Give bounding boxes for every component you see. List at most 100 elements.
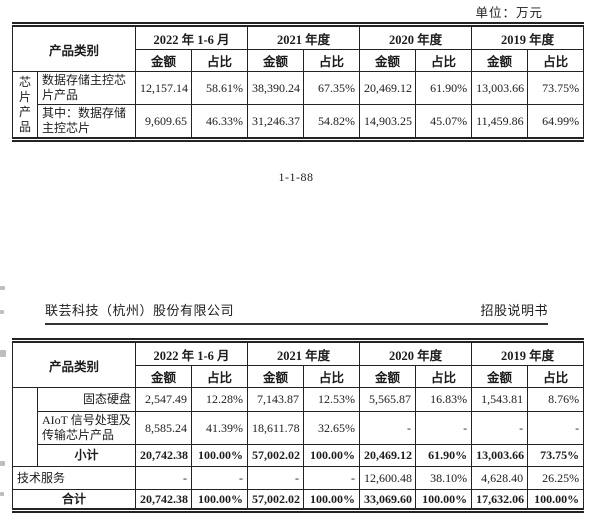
amount-header: 金额 (359, 365, 417, 388)
ratio-cell: - (415, 411, 473, 445)
document-title: 招股说明书 (480, 303, 548, 318)
ratio-cell: 73.75% (527, 444, 585, 467)
ratio-cell: 8.76% (527, 387, 585, 412)
ratio-cell: 64.99% (527, 104, 585, 140)
page1-revenue-table: 产品类别 2022 年 1-6 月 2021 年度 2020 年度 2019 年… (11, 22, 585, 142)
table-subheader-row: 金额 占比 金额 占比 金额 占比 金额 占比 (13, 365, 585, 388)
amount-cell: 12,157.14 (135, 71, 193, 105)
amount-header: 金额 (471, 365, 529, 388)
amount-header: 金额 (359, 49, 417, 72)
amount-cell: 13,003.66 (471, 71, 529, 105)
ratio-cell: 32.65% (303, 411, 361, 445)
product-category-header: 产品类别 (11, 340, 137, 388)
ratio-cell: 16.83% (415, 387, 473, 412)
table-row: 其中：数据存储主控芯片 9,609.65 46.33% 31,246.37 54… (13, 104, 585, 140)
amount-cell: 4,628.40 (471, 466, 529, 490)
table-row: AIoT 信号处理及传输芯片产品 8,585.24 41.39% 18,611.… (13, 411, 585, 445)
scan-artifact (0, 286, 5, 290)
amount-cell: 12,600.48 (359, 466, 417, 490)
ratio-header: 占比 (527, 365, 585, 388)
scan-artifact (0, 461, 5, 466)
ratio-cell: 100.00% (191, 444, 249, 467)
table-row: 芯片产品 数据存储主控芯片产品 12,157.14 58.61% 38,390.… (12, 71, 585, 140)
amount-cell: 17,632.06 (471, 489, 529, 511)
amount-cell: 5,565.87 (359, 387, 417, 412)
amount-cell: - (247, 466, 305, 490)
amount-cell: 11,459.86 (471, 104, 529, 140)
amount-header: 金额 (247, 49, 305, 72)
product-name-cell: 技术服务 (11, 466, 137, 490)
product-group-vertical-label: 芯片产品 (12, 71, 38, 140)
scan-artifact (0, 492, 4, 496)
ratio-header: 占比 (191, 49, 249, 72)
ratio-cell: 61.90% (415, 444, 473, 467)
amount-cell: - (359, 411, 417, 445)
amount-cell: 57,002.02 (247, 444, 305, 467)
period-header-2021: 2021 年度 (247, 340, 361, 366)
product-name-cell: 数据存储主控芯片产品 (36, 71, 137, 105)
period-header-2020: 2020 年度 (359, 24, 473, 50)
ratio-cell: 73.75% (527, 71, 585, 105)
amount-cell: 57,002.02 (247, 489, 305, 511)
ratio-cell: - (191, 466, 249, 490)
amount-cell: 13,003.66 (471, 444, 529, 467)
total-label: 合计 (11, 489, 137, 511)
amount-cell: - (135, 466, 193, 490)
amount-header: 金额 (135, 365, 193, 388)
period-header-2022: 2022 年 1-6 月 (135, 24, 249, 50)
ratio-cell: 12.53% (303, 387, 361, 412)
ratio-cell: 26.25% (527, 466, 585, 490)
ratio-header: 占比 (415, 365, 473, 388)
ratio-header: 占比 (527, 49, 585, 72)
period-header-2019: 2019 年度 (471, 24, 585, 50)
table-row: 固态硬盘 2,547.49 12.28% 7,143.87 12.53% 5,5… (12, 387, 585, 467)
period-header-2021: 2021 年度 (247, 24, 361, 50)
product-category-header: 产品类别 (11, 24, 137, 72)
subtotal-row: 小计 20,742.38 100.00% 57,002.02 100.00% 2… (13, 444, 585, 467)
scan-artifact (0, 350, 6, 357)
ratio-cell: 58.61% (191, 71, 249, 105)
ratio-cell: 100.00% (527, 489, 585, 511)
period-header-2019: 2019 年度 (471, 340, 585, 366)
product-name-cell: AIoT 信号处理及传输芯片产品 (36, 411, 137, 445)
total-row: 合计 20,742.38 100.00% 57,002.02 100.00% 3… (11, 489, 585, 511)
amount-header: 金额 (471, 49, 529, 72)
ratio-header: 占比 (303, 49, 361, 72)
ratio-header: 占比 (415, 49, 473, 72)
scan-artifact (0, 310, 4, 314)
product-name-cell: 其中：数据存储主控芯片 (36, 104, 137, 140)
ratio-cell: 100.00% (303, 489, 361, 511)
table-subheader-row: 金额 占比 金额 占比 金额 占比 金额 占比 (13, 49, 585, 72)
amount-cell: - (471, 411, 529, 445)
ratio-cell: 67.35% (303, 71, 361, 105)
amount-cell: 20,469.12 (359, 444, 417, 467)
period-header-2022: 2022 年 1-6 月 (135, 340, 249, 366)
ratio-header: 占比 (303, 365, 361, 388)
product-group-empty-cell (12, 387, 38, 467)
amount-header: 金额 (135, 49, 193, 72)
amount-cell: 1,543.81 (471, 387, 529, 412)
amount-cell: 2,547.49 (135, 387, 193, 412)
ratio-cell: 100.00% (303, 444, 361, 467)
amount-cell: 20,742.38 (135, 489, 193, 511)
document-header: 联芸科技（杭州）股份有限公司 招股说明书 (45, 300, 548, 325)
ratio-cell: 100.00% (191, 489, 249, 511)
amount-cell: 33,069.60 (359, 489, 417, 511)
ratio-header: 占比 (191, 365, 249, 388)
ratio-cell: 38.10% (415, 466, 473, 490)
unit-label: 单位：万元 (475, 6, 543, 20)
ratio-cell: 12.28% (191, 387, 249, 412)
amount-cell: 8,585.24 (135, 411, 193, 445)
table-header-row: 产品类别 2022 年 1-6 月 2021 年度 2020 年度 2019 年… (11, 24, 585, 72)
product-name-cell: 固态硬盘 (36, 387, 137, 412)
company-name: 联芸科技（杭州）股份有限公司 (45, 303, 235, 318)
ratio-cell: - (527, 411, 585, 445)
period-header-2020: 2020 年度 (359, 340, 473, 366)
page2-revenue-table: 产品类别 2022 年 1-6 月 2021 年度 2020 年度 2019 年… (11, 338, 585, 513)
amount-cell: 38,390.24 (247, 71, 305, 105)
amount-cell: 9,609.65 (135, 104, 193, 140)
amount-cell: 20,469.12 (359, 71, 417, 105)
ratio-cell: 61.90% (415, 71, 473, 105)
amount-header: 金额 (247, 365, 305, 388)
